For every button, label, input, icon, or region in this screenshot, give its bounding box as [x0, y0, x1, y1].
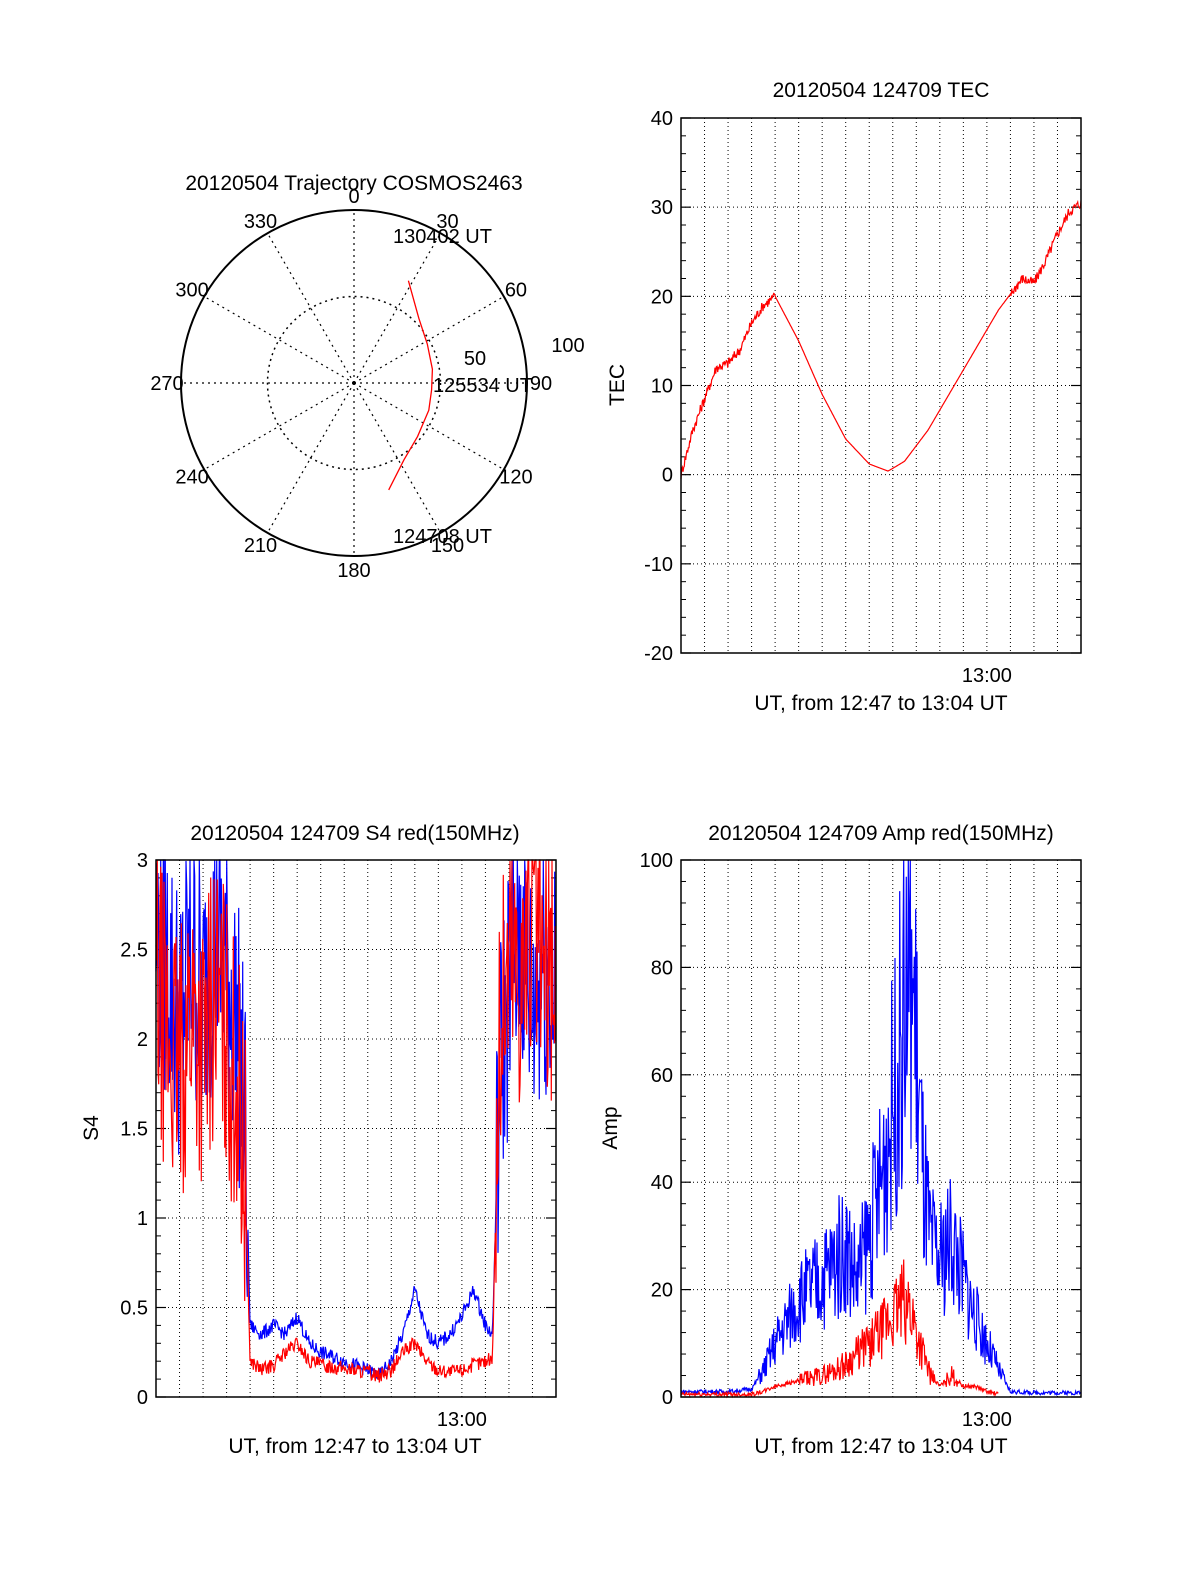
- polar-spoke: [203, 382, 355, 471]
- polar-grid: [180, 209, 528, 557]
- tec-xtick-label: 13:00: [962, 665, 1012, 687]
- polar-spoke: [266, 382, 355, 534]
- polar-ring-50: [266, 295, 442, 471]
- tec-plot-frame: [680, 117, 1082, 654]
- tec-xlabel: UT, from 12:47 to 13:04 UT: [754, 692, 1007, 715]
- polar-trajectory-series: [388, 280, 434, 491]
- s4-ytick-label: 0: [137, 1387, 148, 1409]
- polar-spoke: [266, 232, 355, 384]
- trajectory-line: [388, 280, 434, 491]
- s4-ytick-label: 2: [137, 1029, 148, 1051]
- trajectory-end-annotation: 130402 UT: [393, 226, 492, 248]
- polar-spoke: [353, 232, 442, 384]
- amp-ytick-label: 60: [651, 1065, 673, 1087]
- azimuth-label: 240: [175, 467, 208, 489]
- azimuth-label: 30: [436, 211, 458, 233]
- amp-plot-frame: [680, 859, 1082, 1398]
- amp-series-line-red: [680, 1259, 999, 1399]
- azimuth-label: 90: [530, 373, 552, 395]
- s4-xlabel: UT, from 12:47 to 13:04 UT: [228, 1435, 481, 1458]
- tec-ylabel: TEC: [606, 364, 629, 406]
- amp-series-line-blue: [680, 859, 1082, 1397]
- tec-ytick-label: -10: [644, 554, 673, 576]
- amp-ytick-label: 80: [651, 957, 673, 979]
- polar-azimuth-labels: 0 30 60 90 120 150 180 210 240 270 300 330: [150, 186, 552, 582]
- tec-panel: 20120504 124709 TEC UT, from 12:47 to 13…: [606, 79, 1082, 715]
- trajectory-mid-annotation: 125534 UT: [433, 375, 532, 397]
- polar-outer-ring: [180, 209, 528, 557]
- radial-label-50: 50: [464, 348, 486, 370]
- amp-title: 20120504 124709 Amp red(150MHz): [708, 822, 1054, 845]
- s4-ytick-label: 1.5: [120, 1119, 148, 1141]
- azimuth-label: 300: [175, 280, 208, 302]
- tec-ytick-label: 0: [662, 465, 673, 487]
- amp-xlabel: UT, from 12:47 to 13:04 UT: [754, 1435, 1007, 1458]
- polar-spoke: [353, 382, 505, 471]
- s4-ylabel: S4: [80, 1115, 103, 1141]
- azimuth-label: 60: [505, 280, 527, 302]
- tec-ytick-label: 40: [651, 108, 673, 130]
- amp-ytick-label: 40: [651, 1172, 673, 1194]
- azimuth-label: 270: [150, 373, 183, 395]
- polar-spoke: [353, 382, 442, 534]
- tec-ytick-label: 10: [651, 376, 673, 398]
- s4-plot-frame: [155, 859, 557, 1398]
- polar-spoke: [353, 295, 505, 384]
- s4-series-line-red: [155, 859, 557, 1383]
- trajectory-start-annotation: 124708 UT: [393, 526, 492, 548]
- amp-ylabel: Amp: [599, 1106, 622, 1149]
- azimuth-label: 180: [337, 560, 370, 582]
- amp-ytick-label: 0: [662, 1387, 673, 1409]
- azimuth-label: 330: [244, 211, 277, 233]
- tec-ytick-label: -20: [644, 643, 673, 665]
- trajectory-polar-plot: 20120504 Trajectory COSMOS2463 030609012…: [150, 172, 584, 582]
- s4-ytick-label: 3: [137, 850, 148, 872]
- tec-title: 20120504 124709 TEC: [773, 79, 990, 102]
- azimuth-label: 0: [348, 186, 359, 208]
- s4-ytick-label: 2.5: [120, 940, 148, 962]
- amp-ytick-label: 20: [651, 1280, 673, 1302]
- tec-ytick-label: 30: [651, 197, 673, 219]
- s4-title: 20120504 124709 S4 red(150MHz): [190, 822, 519, 845]
- azimuth-label: 120: [499, 467, 532, 489]
- amp-panel: 20120504 124709 Amp red(150MHz) UT, from…: [599, 822, 1082, 1458]
- amp-xtick-label: 13:00: [962, 1409, 1012, 1431]
- azimuth-label: 150: [431, 535, 464, 557]
- trajectory-title: 20120504 Trajectory COSMOS2463: [185, 172, 522, 195]
- s4-panel: 20120504 124709 S4 red(150MHz) UT, from …: [80, 822, 557, 1458]
- azimuth-label: 210: [244, 535, 277, 557]
- tec-series-line-red: [680, 199, 1082, 479]
- s4-ytick-label: 0.5: [120, 1298, 148, 1320]
- radial-label-100: 100: [551, 335, 584, 357]
- polar-spoke: [203, 295, 355, 384]
- amp-ytick-label: 100: [640, 850, 673, 872]
- tec-ytick-label: 20: [651, 286, 673, 308]
- s4-ytick-label: 1: [137, 1208, 148, 1230]
- s4-xtick-label: 13:00: [437, 1409, 487, 1431]
